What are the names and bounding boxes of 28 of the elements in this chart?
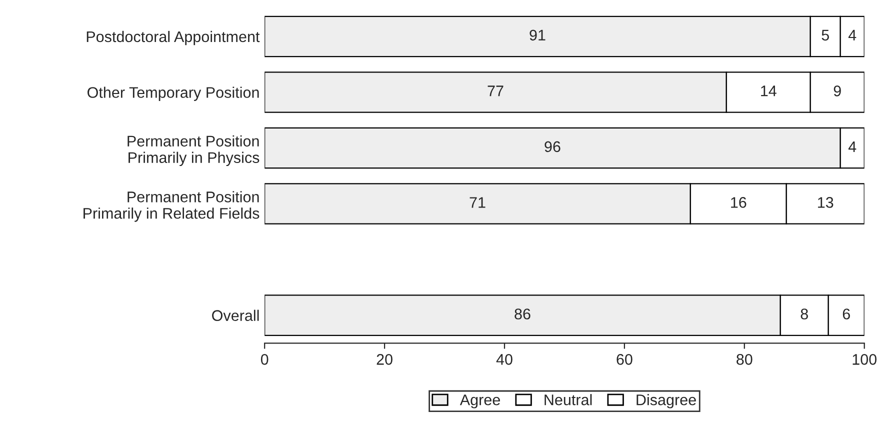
x-tick-label: 60 [616,354,632,365]
x-tick-label: 100 [852,354,877,365]
legend-label: Disagree [636,394,696,408]
data-label: 8 [800,308,808,320]
legend-label: Neutral [544,394,592,406]
y-tick-label: Permanent Position Primarily in Physics [128,135,260,166]
data-label: 14 [761,86,776,96]
x-tick-label: 20 [376,354,392,365]
data-label: 9 [834,86,841,96]
data-label: 86 [514,308,530,320]
data-label: 5 [822,30,829,41]
data-label: 13 [818,197,834,208]
data-label: 4 [848,30,856,40]
y-tick-label: Permanent Position Primarily in Related Fields [84,191,260,222]
data-label: 91 [530,30,546,41]
y-tick-label: Other Temporary Position [88,86,259,101]
legend-label: Agree [460,394,500,408]
data-label: 4 [848,141,856,152]
y-tick-label: Postdoctoral Appointment [86,30,260,46]
data-label: 77 [488,86,504,96]
x-tick-label: 40 [496,354,512,365]
x-tick-label: 80 [736,354,752,365]
x-tick-label: 0 [260,354,268,365]
data-label: 6 [842,308,850,320]
data-label: 16 [731,197,746,208]
y-tick-label: Overall [212,310,259,321]
data-label: 71 [470,197,486,208]
data-label: 96 [544,141,560,152]
